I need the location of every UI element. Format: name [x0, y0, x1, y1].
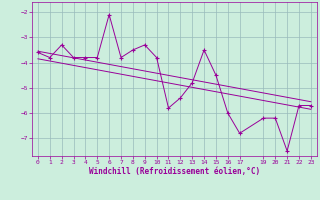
X-axis label: Windchill (Refroidissement éolien,°C): Windchill (Refroidissement éolien,°C) — [89, 167, 260, 176]
